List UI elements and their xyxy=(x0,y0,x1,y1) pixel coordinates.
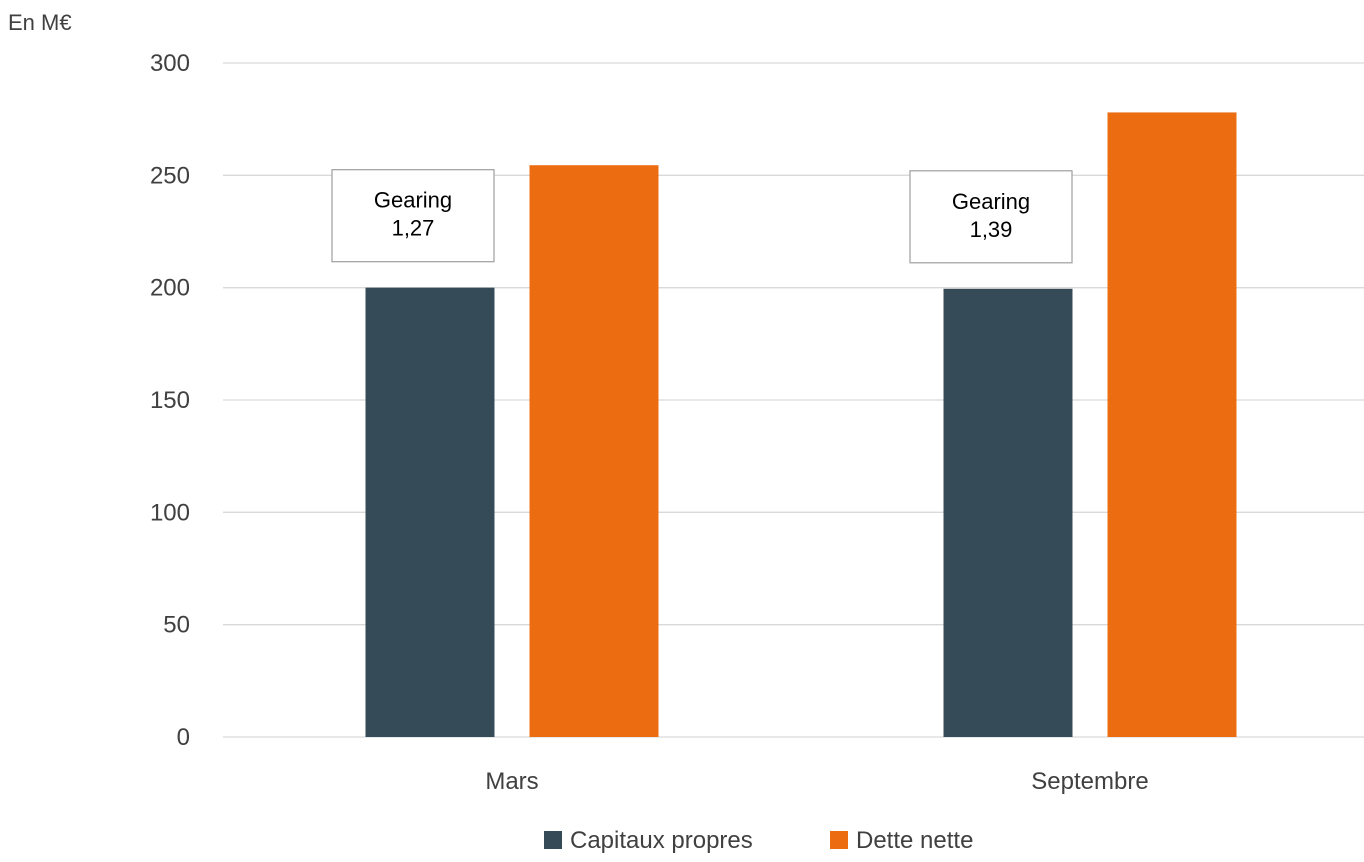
callout-line-2: 1,27 xyxy=(392,216,435,241)
bar-capitaux-propres-septembre xyxy=(943,288,1073,737)
unit-label: En M€ xyxy=(8,10,72,35)
bar-capitaux-propres-mars xyxy=(365,287,495,737)
y-tick-label-200: 200 xyxy=(150,275,190,302)
legend-label: Capitaux propres xyxy=(570,827,753,854)
y-tick-label-50: 50 xyxy=(163,612,190,639)
callout-line-1: Gearing xyxy=(374,188,452,213)
callout-line-2: 1,39 xyxy=(970,217,1013,242)
gearing-callout-septembre: Gearing 1,39 xyxy=(909,170,1073,264)
legend-swatch xyxy=(830,831,848,849)
legend-label: Dette nette xyxy=(856,827,973,854)
y-tick-label-100: 100 xyxy=(150,499,190,526)
legend: Capitaux propres Dette nette xyxy=(544,827,973,854)
y-tick-label-250: 250 xyxy=(150,162,190,189)
bar-dette-nette-septembre xyxy=(1107,112,1237,738)
gearing-callout-mars: Gearing 1,27 xyxy=(331,169,495,263)
bars-layer xyxy=(365,112,1237,738)
callout-line-1: Gearing xyxy=(952,189,1030,214)
y-tick-label-0: 0 xyxy=(177,724,190,751)
callout-box xyxy=(909,170,1073,264)
legend-item-dette-nette: Dette nette xyxy=(830,827,973,854)
x-tick-label-septembre: Septembre xyxy=(1031,768,1148,795)
x-tick-label-mars: Mars xyxy=(485,768,538,795)
annotations-layer: Gearing 1,27 Gearing 1,39 xyxy=(331,169,1073,264)
legend-swatch xyxy=(544,831,562,849)
y-tick-label-300: 300 xyxy=(150,50,190,77)
x-axis-tick-labels: Mars Septembre xyxy=(485,768,1148,795)
legend-item-capitaux-propres: Capitaux propres xyxy=(544,827,753,854)
y-axis-tick-labels: 0 50 100 150 200 250 300 xyxy=(150,50,190,751)
y-tick-label-150: 150 xyxy=(150,387,190,414)
callout-box xyxy=(331,169,495,263)
bar-dette-nette-mars xyxy=(529,165,659,737)
